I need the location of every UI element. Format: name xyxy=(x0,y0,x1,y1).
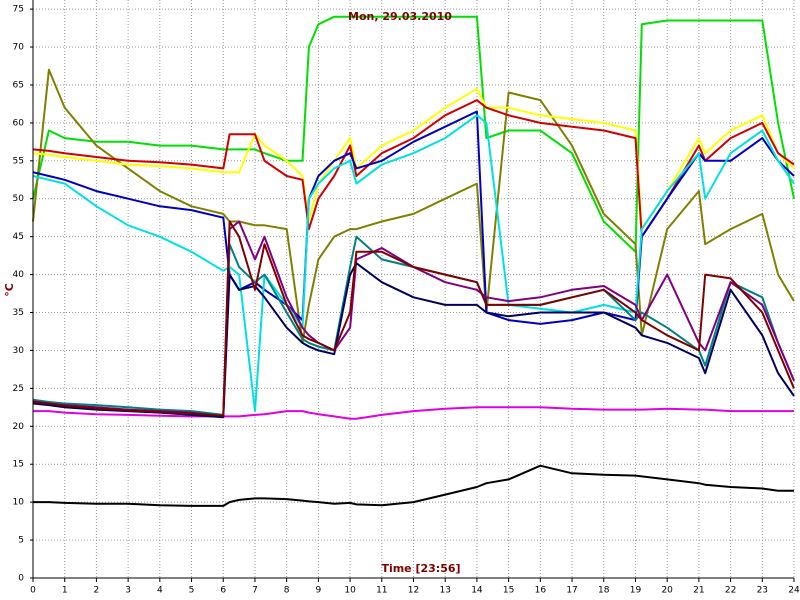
x-tick-label: 5 xyxy=(189,586,195,596)
x-tick-label: 22 xyxy=(725,586,736,596)
data-line xyxy=(32,220,795,417)
chart-title: Mon, 29.03.2010 xyxy=(348,10,452,23)
x-tick-label: 9 xyxy=(316,586,322,596)
y-tick-label: 15 xyxy=(13,460,24,470)
x-tick-label: 15 xyxy=(503,586,514,596)
x-tick-label: 23 xyxy=(757,586,768,596)
data-line xyxy=(32,262,795,419)
x-tick-label: 10 xyxy=(344,586,356,596)
plot xyxy=(32,15,795,507)
y-tick-label: 50 xyxy=(13,194,25,204)
data-line xyxy=(32,235,795,416)
x-tick-label: 4 xyxy=(157,586,163,596)
x-tick-label: 1 xyxy=(62,586,68,596)
x-tick-label: 19 xyxy=(630,586,642,596)
y-tick-label: 20 xyxy=(13,422,25,432)
data-line xyxy=(32,114,795,413)
x-tick-label: 6 xyxy=(220,586,226,596)
y-tick-label: 65 xyxy=(13,80,24,90)
x-tick-label: 20 xyxy=(661,586,673,596)
data-line xyxy=(33,464,794,507)
x-tick-label: 11 xyxy=(376,586,387,596)
x-tick-label: 2 xyxy=(94,586,100,596)
x-tick-label: 24 xyxy=(788,586,800,596)
x-tick-label: 17 xyxy=(566,586,577,596)
y-tick-label: 35 xyxy=(13,308,24,318)
y-tick-label: 55 xyxy=(13,156,24,166)
x-tick-label: 16 xyxy=(535,586,547,596)
x-axis-label: Time [23:56] xyxy=(381,562,460,575)
data-line xyxy=(32,110,795,325)
data-line xyxy=(32,15,795,253)
y-tick-label: 25 xyxy=(13,384,24,394)
x-tick-label: 18 xyxy=(598,586,610,596)
x-tick-label: 21 xyxy=(693,586,704,596)
x-tick-label: 12 xyxy=(408,586,419,596)
x-tick-label: 3 xyxy=(125,586,131,596)
y-tick-label: 75 xyxy=(13,5,24,15)
data-line xyxy=(32,68,795,344)
y-axis-label: °C xyxy=(3,283,16,297)
x-tick-label: 0 xyxy=(30,586,36,596)
y-tick-label: 40 xyxy=(13,270,25,280)
x-tick-label: 13 xyxy=(439,586,450,596)
y-tick-label: 30 xyxy=(13,346,25,356)
y-tick-label: 60 xyxy=(13,118,25,128)
y-tick-label: 5 xyxy=(18,536,24,546)
y-tick-label: 0 xyxy=(18,574,24,584)
x-tick-label: 14 xyxy=(471,586,483,596)
data-line xyxy=(33,406,794,420)
y-tick-label: 70 xyxy=(13,43,25,53)
y-tick-label: 10 xyxy=(13,498,25,508)
x-tick-label: 7 xyxy=(252,586,258,596)
y-tick-label: 45 xyxy=(13,232,24,242)
x-tick-label: 8 xyxy=(284,586,290,596)
